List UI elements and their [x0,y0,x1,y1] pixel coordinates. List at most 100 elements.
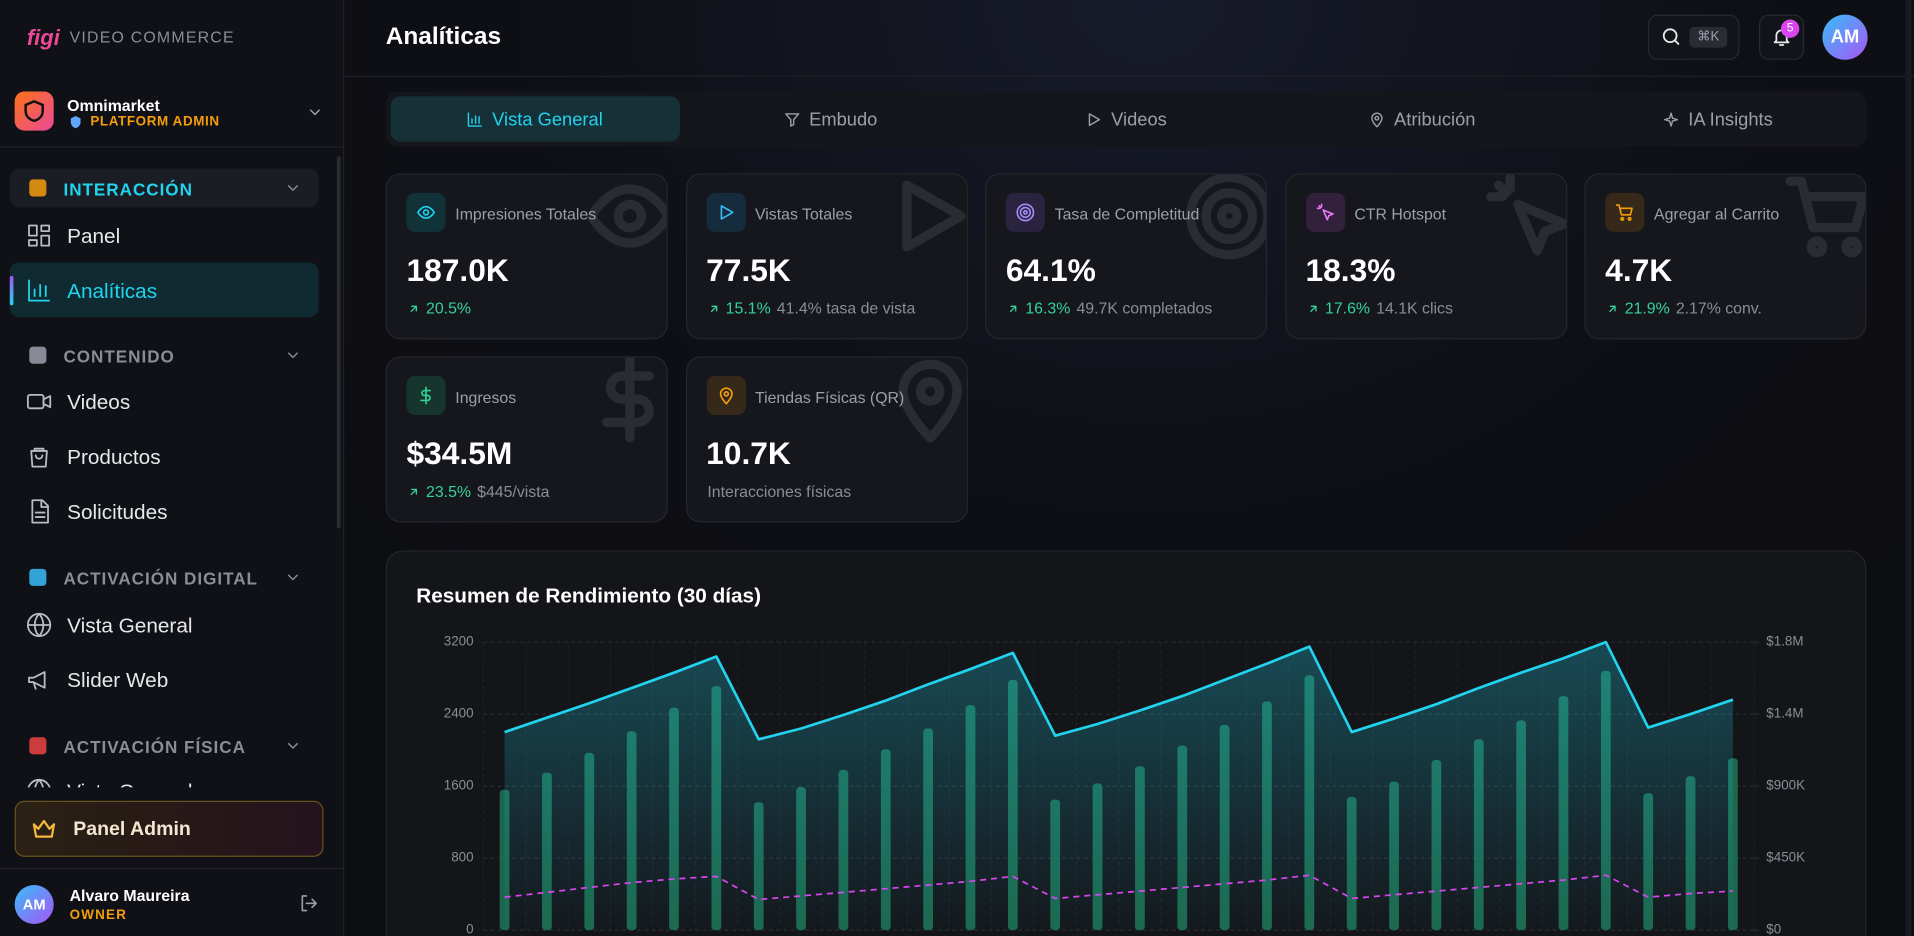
chevron [287,742,298,749]
metric-card[interactable]: Agregar al Carrito 4.7K 21.9% 2.17% conv. [1584,173,1867,340]
card-icon-glyph [1615,204,1633,221]
nav-icon [28,279,51,302]
tab-label[interactable]: Atribución [1394,109,1476,131]
tab-icon [784,113,800,127]
page-scrollbar [1905,0,1912,936]
card-change-row: 21.9% 2.17% conv. [1606,299,1762,317]
trend-arrow [1309,305,1317,312]
card-change-row: 15.1% 41.4% tasa de vista [707,299,915,317]
nav-icon [26,393,52,410]
workspace-name[interactable]: Omnimarket [67,96,160,115]
card-icon-glyph [719,387,733,405]
tab-label[interactable]: Vista General [492,109,603,131]
admin-button[interactable]: Panel Admin [14,800,324,857]
tab[interactable]: Atribución [1288,107,1557,131]
card-value: 77.5K [706,251,791,289]
divider [0,146,344,148]
y2-tick-label: $0 [1766,922,1781,936]
logout[interactable] [299,894,319,914]
shortcut: ⌘K [1689,26,1728,48]
card-change-row: Interacciones físicas [707,482,851,500]
y-tick-label: 0 [466,922,473,936]
scrollbar [336,156,341,529]
card-value: 10.7K [706,434,791,472]
active-indicator [9,275,14,306]
nav-item[interactable]: Slider Web [67,668,169,693]
tab-label[interactable]: IA Insights [1688,109,1773,131]
metric-card[interactable]: CTR Hotspot 18.3% 17.6% 14.1K clics [1284,173,1567,340]
card-icon [706,192,746,232]
card-detail: Interacciones físicas [707,482,852,501]
card-label: Tiendas Físicas (QR) [754,388,905,407]
sidebar: figi VIDEO COMMERCE Omnimarket PLATFORM … [0,0,345,936]
y-tick-label: 3200 [444,634,474,649]
line [504,874,1733,901]
section-title[interactable]: INTERACCIÓN [63,179,193,199]
header-avatar[interactable]: AM [1822,14,1868,60]
card-label: Vistas Totales [754,205,853,224]
metric-card[interactable]: Vistas Totales 77.5K 15.1% 41.4% tasa de vi… [685,173,968,340]
card-label: Agregar al Carrito [1653,205,1780,224]
nav-item[interactable]: Productos [67,445,161,469]
tab-icon [467,112,483,127]
workspace-logo [14,91,54,131]
card-value: 4.7K [1605,251,1673,289]
tab[interactable]: Embudo [696,107,965,131]
chart-title: Resumen de Rendimiento (30 días) [416,584,761,607]
admin-label: Panel Admin [73,819,191,840]
trend-arrow [410,488,418,495]
y2-tick-label: $450K [1766,850,1805,865]
nav-item[interactable]: Vista General [67,613,193,638]
card-change: 15.1% [725,299,771,318]
tab-icon [1664,112,1679,127]
metric-card[interactable]: Impresiones Totales 187.0K 20.5% [385,173,668,340]
card-icon-glyph [1016,203,1035,222]
tab-label[interactable]: Videos [1111,109,1167,131]
nav-item[interactable]: Solicitudes [67,500,168,524]
trend-arrow [1609,305,1616,312]
card-detail: 2.17% conv. [1675,299,1762,318]
role-icon [70,115,81,129]
chevron[interactable] [306,104,323,121]
tab[interactable]: Vista General [400,107,669,131]
nav-item[interactable]: Vista General [67,780,192,787]
nav-item[interactable]: Panel [67,224,121,248]
nav-item[interactable]: Videos [67,390,131,414]
y-tick-label: 800 [451,850,473,865]
tab-label[interactable]: Embudo [809,109,878,131]
user-avatar: AM [14,884,54,925]
card-detail: 14.1K clics [1376,299,1453,318]
section-highlight [9,168,319,208]
nav-icon [28,671,46,690]
user-role: OWNER [69,908,128,923]
card-change-row: 16.3% 49.7K completados [1007,299,1212,317]
brand-subtitle: VIDEO COMMERCE [69,28,235,47]
card-watermark [1485,174,1566,256]
trend-arrow [710,305,717,312]
search-button[interactable]: ⌘K [1647,14,1740,60]
card-change: 17.6% [1325,299,1371,318]
active-tab [390,96,680,142]
section-title[interactable]: ACTIVACIÓN FÍSICA [63,737,246,757]
metric-card[interactable]: Tasa de Completitud 64.1% 16.3% 49.7K compl… [985,173,1268,340]
tab[interactable]: IA Insights [1583,107,1852,131]
chart: Resumen de Rendimiento (30 días) 0 800 160… [416,584,1805,936]
metric-card[interactable]: Ingresos $34.5M 23.5% $445/vista [385,356,668,523]
card-watermark [602,357,654,443]
active-item-bg [9,262,319,318]
card-detail: 49.7K completados [1076,299,1213,318]
tab[interactable]: Videos [992,107,1261,131]
card-change: 20.5% [426,299,472,318]
notifications-button[interactable]: 5 [1758,14,1805,60]
section-title[interactable]: ACTIVACIÓN DIGITAL [63,568,258,589]
chevron [287,574,298,581]
section-title[interactable]: CONTENIDO [63,346,175,367]
card-watermark [586,184,667,248]
metric-card[interactable]: Tiendas Físicas (QR) 10.7K Interacciones f… [685,356,968,523]
nav-item[interactable]: Analíticas [67,279,158,303]
y2-tick-label: $1.8M [1766,634,1803,649]
y-tick-label: 1600 [444,778,474,793]
card-label: Tasa de Completitud [1054,205,1200,224]
header-divider [344,75,1914,77]
card-change-row: 20.5% [408,299,471,317]
